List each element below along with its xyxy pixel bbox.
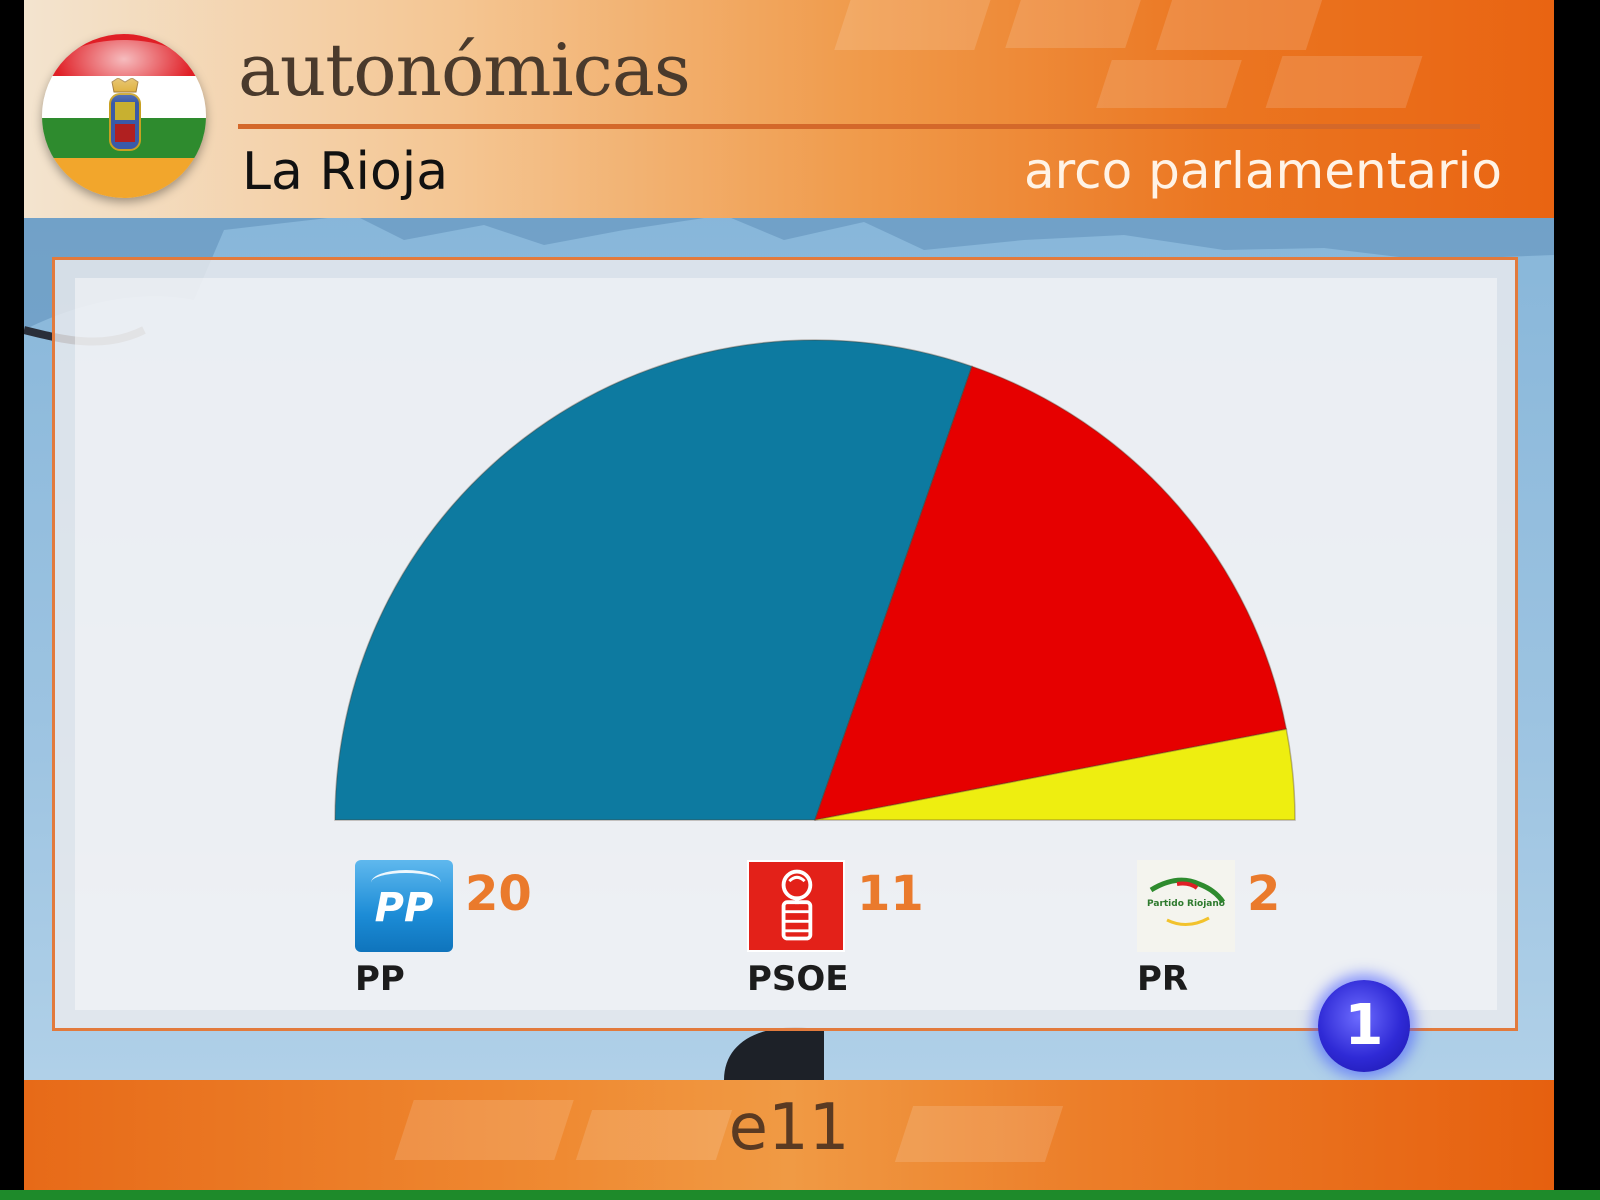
chart-panel: PP 20 PP 11 PSOE xyxy=(52,257,1518,1031)
legend-item-psoe: 11 PSOE xyxy=(747,860,987,1010)
legend-seats-psoe: 11 xyxy=(857,866,924,922)
legend-item-pr: Partido Riojano 2 PR xyxy=(1137,860,1377,1010)
legend-seats-pp: 20 xyxy=(465,866,532,922)
header-bar: autonómicas La Rioja arco parlamentario xyxy=(24,0,1554,218)
footer-code: e11 xyxy=(728,1091,850,1165)
region-name: La Rioja xyxy=(242,142,449,202)
legend-item-pp: PP 20 PP xyxy=(355,860,595,1010)
arc-segment-pr xyxy=(814,728,1296,821)
legend-name-pr: PR xyxy=(1137,959,1189,999)
arc-segment-psoe xyxy=(813,365,1288,821)
page-title: autonómicas xyxy=(238,28,691,112)
broadcast-frame: autonómicas La Rioja arco parlamentario … xyxy=(24,0,1554,1190)
header-divider xyxy=(238,124,1480,129)
la-rioja-flag-icon xyxy=(42,34,206,198)
arc-segment-pp xyxy=(334,339,973,821)
legend-seats-pr: 2 xyxy=(1247,866,1281,922)
footer-bar: e11 xyxy=(24,1080,1554,1190)
tve-la1-logo-icon: 1 xyxy=(1318,980,1410,1072)
psoe-rose-logo-icon xyxy=(747,860,845,952)
pr-logo-icon: Partido Riojano xyxy=(1137,860,1235,952)
section-title: arco parlamentario xyxy=(1024,142,1502,200)
parliament-arc-chart xyxy=(334,339,1296,821)
legend-name-psoe: PSOE xyxy=(747,959,849,999)
pp-logo-icon: PP xyxy=(355,860,453,952)
bottom-edge-strip xyxy=(0,1190,1600,1200)
legend-name-pp: PP xyxy=(355,959,405,999)
